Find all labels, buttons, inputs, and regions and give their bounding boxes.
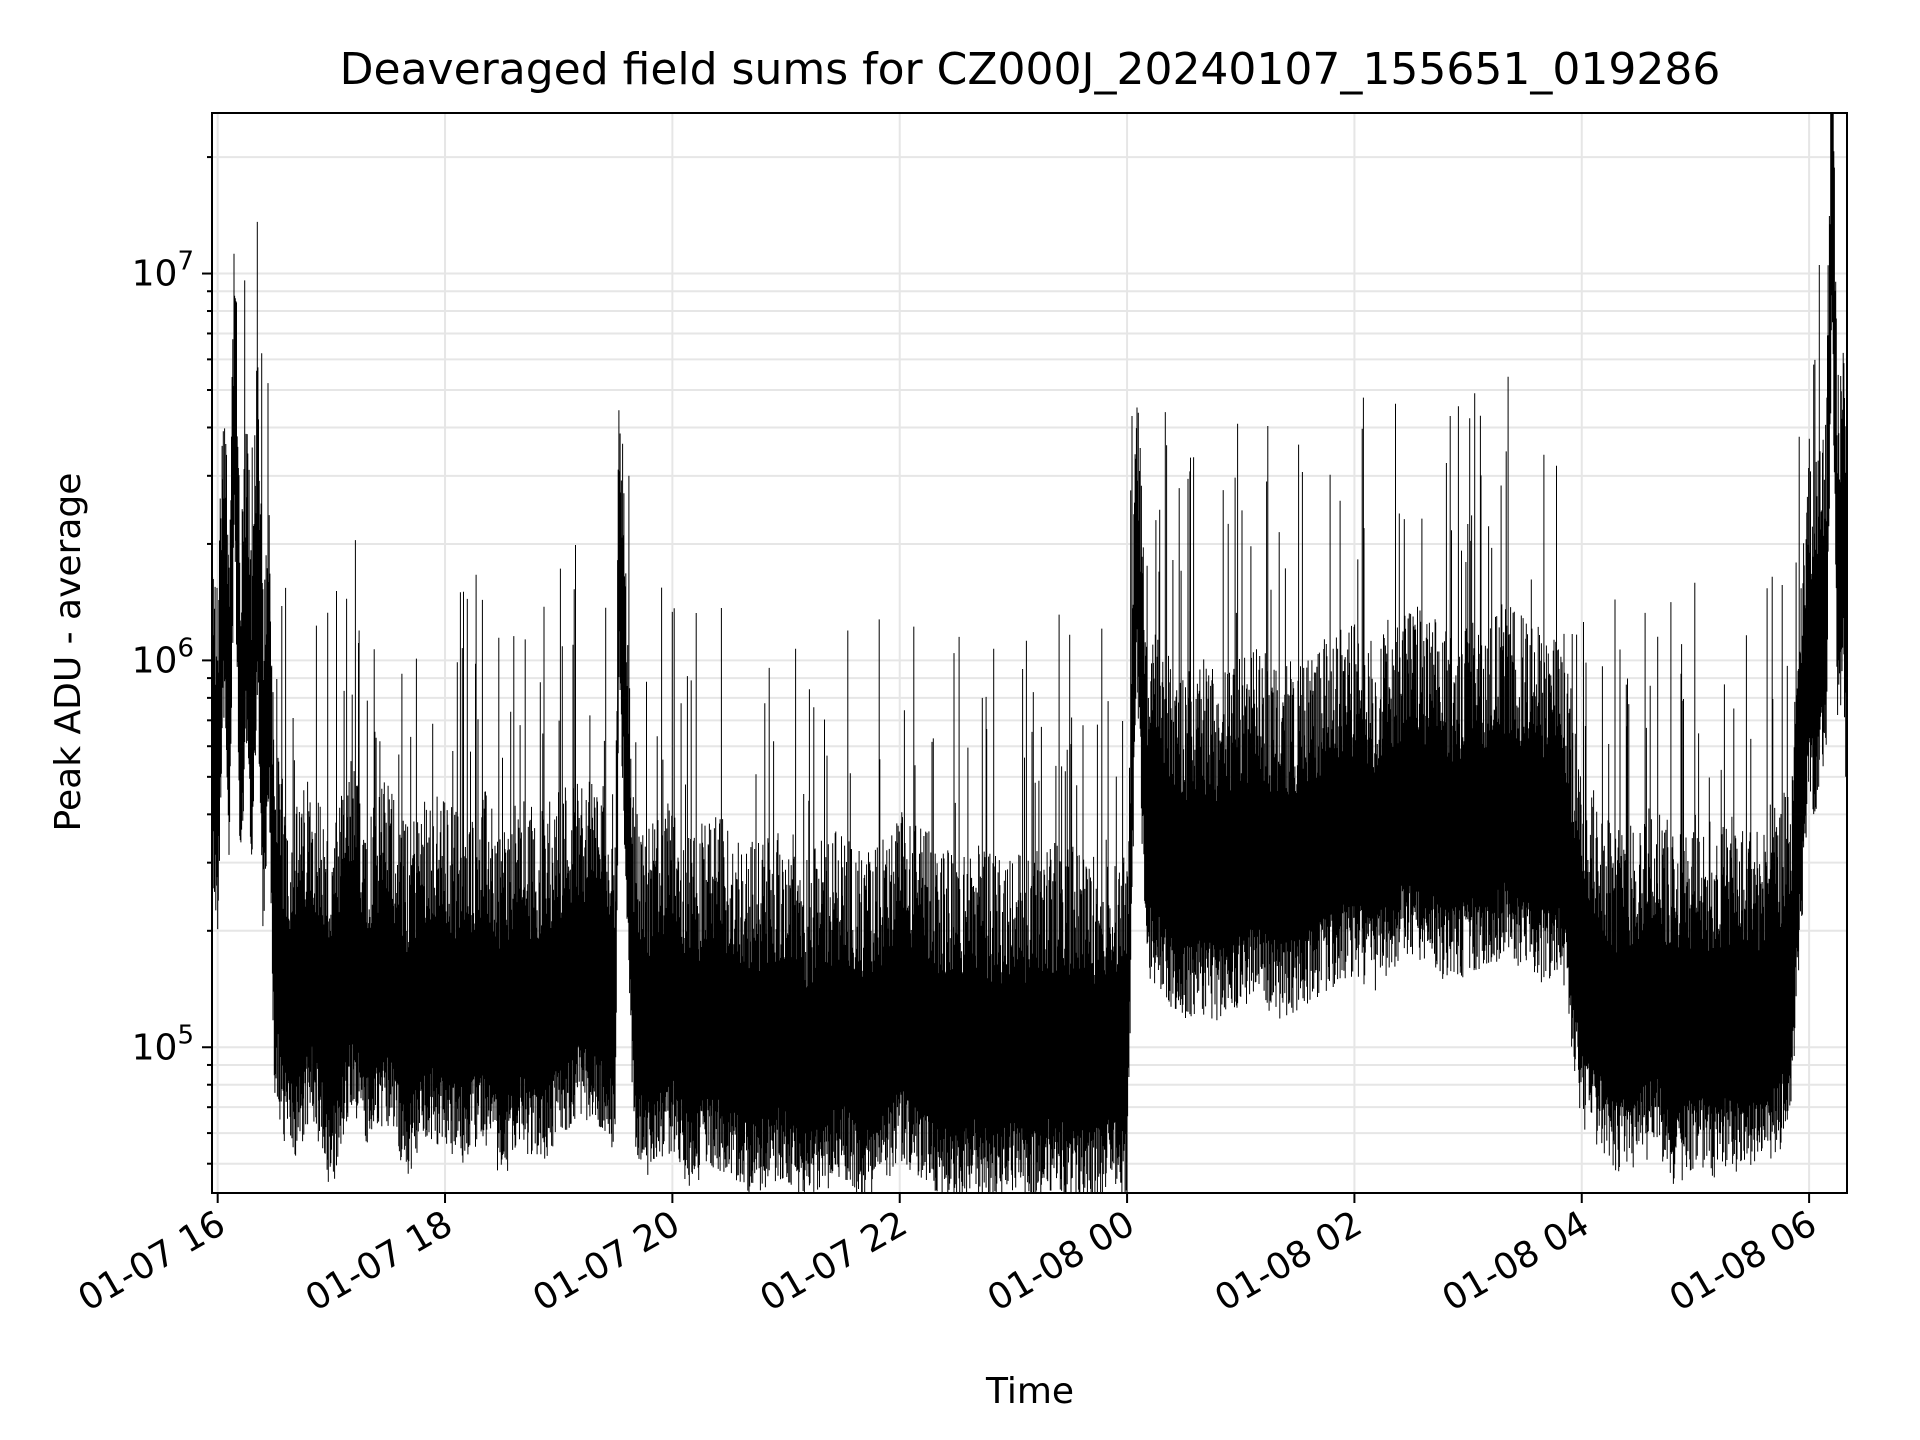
plot-frame [211, 112, 1848, 1194]
x-axis-label: Time [985, 1371, 1074, 1412]
y-tick-label: 106 [132, 633, 194, 681]
y-axis-label: Peak ADU - average [48, 473, 89, 832]
y-tick-label: 105 [132, 1020, 194, 1068]
chart-title: Deaveraged field sums for CZ000J_2024010… [340, 44, 1721, 95]
y-tick-label: 107 [132, 247, 194, 295]
y-axis: 105 106 107 [132, 156, 212, 1165]
